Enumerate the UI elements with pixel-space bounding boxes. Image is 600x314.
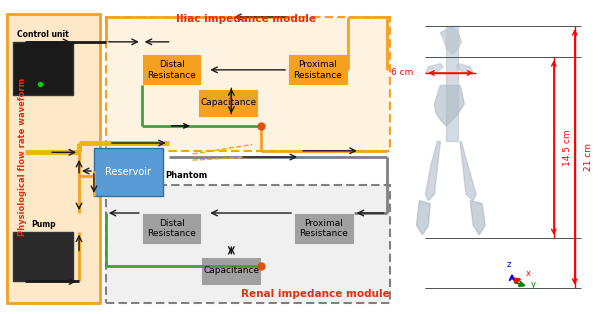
Text: 21 cm: 21 cm: [584, 143, 593, 171]
Polygon shape: [425, 141, 440, 201]
FancyBboxPatch shape: [142, 213, 202, 244]
Polygon shape: [457, 64, 473, 73]
Text: Proximal
Resistance: Proximal Resistance: [299, 219, 349, 238]
FancyBboxPatch shape: [7, 14, 100, 303]
Text: Capacitance: Capacitance: [200, 98, 256, 107]
Polygon shape: [446, 26, 458, 141]
Text: Capacitance: Capacitance: [203, 266, 259, 275]
FancyBboxPatch shape: [202, 257, 261, 284]
FancyBboxPatch shape: [294, 213, 354, 244]
Text: Pump: Pump: [31, 219, 56, 229]
FancyBboxPatch shape: [142, 54, 202, 85]
Polygon shape: [470, 201, 485, 235]
Text: Iliac impedance module: Iliac impedance module: [176, 14, 316, 24]
FancyBboxPatch shape: [288, 54, 348, 85]
Text: Reservoir: Reservoir: [105, 167, 151, 177]
Polygon shape: [425, 64, 443, 73]
FancyBboxPatch shape: [199, 89, 258, 116]
Polygon shape: [416, 201, 430, 235]
Text: x: x: [526, 269, 531, 278]
Text: Phantom: Phantom: [166, 171, 208, 180]
Text: Renal impedance module: Renal impedance module: [241, 289, 389, 299]
Polygon shape: [460, 141, 476, 201]
FancyBboxPatch shape: [13, 232, 73, 281]
Text: Control unit: Control unit: [17, 30, 69, 39]
Text: 6 cm: 6 cm: [391, 68, 413, 78]
Text: y: y: [530, 280, 535, 290]
Polygon shape: [434, 85, 464, 126]
Text: Distal
Resistance: Distal Resistance: [147, 60, 196, 79]
FancyBboxPatch shape: [94, 148, 163, 196]
Text: 14.5 cm: 14.5 cm: [563, 129, 572, 166]
Text: z: z: [507, 261, 511, 269]
FancyBboxPatch shape: [13, 42, 73, 95]
Polygon shape: [440, 26, 461, 54]
FancyBboxPatch shape: [106, 185, 389, 303]
Text: Physiological flow rate waveform: Physiological flow rate waveform: [18, 78, 27, 236]
Text: Proximal
Resistance: Proximal Resistance: [293, 60, 343, 79]
FancyBboxPatch shape: [106, 17, 389, 151]
Text: Distal
Resistance: Distal Resistance: [147, 219, 196, 238]
